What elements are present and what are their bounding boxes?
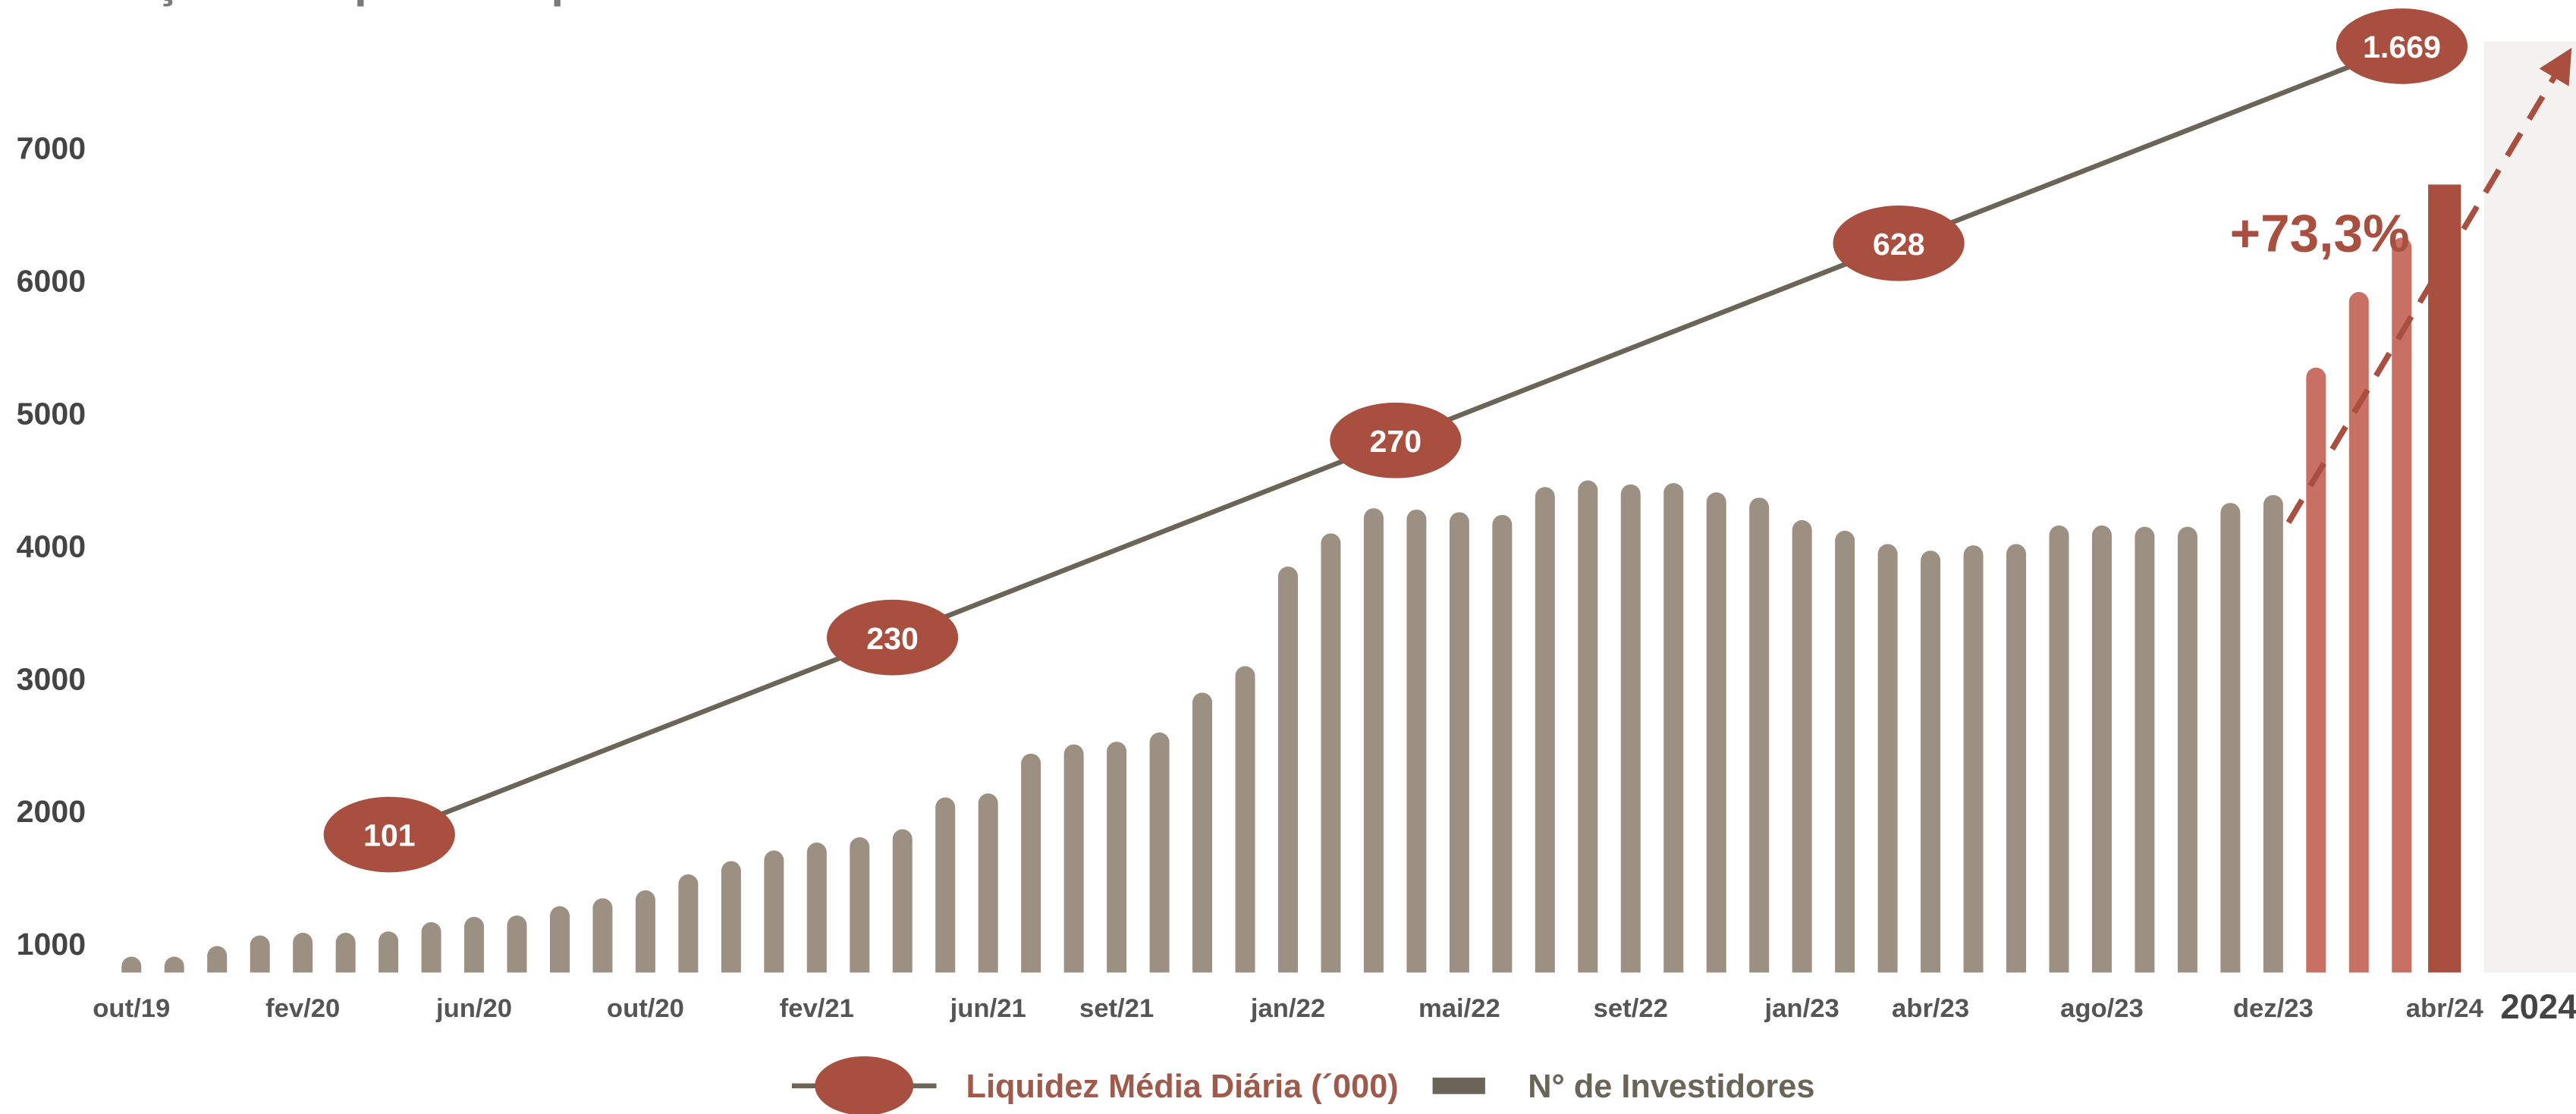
bar xyxy=(1921,551,1941,983)
bar xyxy=(678,874,699,983)
x-tick-label: out/19 xyxy=(93,994,170,1023)
legend: Liquidez Média Diária (´000) N° de Inves… xyxy=(791,1056,1814,1114)
legend-marker xyxy=(815,1056,914,1114)
bar xyxy=(1663,482,1684,983)
bar xyxy=(1963,545,1984,983)
y-tick-label: 1000 xyxy=(17,927,86,962)
liquidity-label: 230 xyxy=(866,621,919,656)
bar xyxy=(464,916,485,983)
bar xyxy=(764,850,784,983)
x-tick-label: jun/20 xyxy=(435,994,512,1023)
liquidity-marker xyxy=(826,599,959,676)
bar xyxy=(1578,480,1598,983)
growth-annotation: +73,3% xyxy=(2230,204,2410,263)
bar xyxy=(1363,508,1384,983)
bar xyxy=(635,890,655,983)
liquidity-marker xyxy=(323,796,455,873)
bar xyxy=(2428,184,2461,973)
bar xyxy=(2220,503,2241,983)
bar xyxy=(850,837,870,983)
bar xyxy=(1406,509,1427,983)
x-tick-label: out/20 xyxy=(607,994,684,1023)
bar xyxy=(1877,544,1898,983)
x-tick-label: abr/24 xyxy=(2406,994,2484,1023)
bar xyxy=(1021,753,1041,983)
future-panel xyxy=(2483,41,2576,973)
liquidity-marker xyxy=(1833,206,1965,281)
bar xyxy=(293,932,313,983)
bar xyxy=(2348,292,2369,983)
bar xyxy=(1620,484,1641,983)
y-tick-label: 2000 xyxy=(17,794,86,829)
legend-label: Liquidez Média Diária (´000) xyxy=(966,1068,1399,1105)
bar xyxy=(2306,367,2326,983)
x-tick-label: abr/23 xyxy=(1892,994,1969,1023)
bar xyxy=(806,843,827,983)
legend-swatch xyxy=(1432,1078,1485,1094)
x-tick-label: jun/21 xyxy=(950,994,1026,1023)
bar xyxy=(2392,237,2412,983)
bar xyxy=(1107,742,1127,983)
bar xyxy=(1492,514,1513,983)
liquidity-label: 101 xyxy=(363,818,416,853)
x-tick-label: jan/23 xyxy=(1764,994,1839,1023)
bar xyxy=(721,861,741,983)
x-tick-label: fev/21 xyxy=(780,994,854,1023)
y-tick-label: 3000 xyxy=(17,661,86,696)
bar xyxy=(1792,519,1812,983)
x-tick-label: dez/23 xyxy=(2233,994,2314,1023)
y-tick-label: 4000 xyxy=(17,529,86,563)
bar xyxy=(1706,492,1726,983)
bar xyxy=(1149,732,1170,983)
bar xyxy=(2006,544,2027,983)
bars xyxy=(121,184,2461,983)
liquidity-label: 1.669 xyxy=(2363,30,2441,64)
legend-label: N° de Investidores xyxy=(1528,1068,1814,1105)
bar xyxy=(507,915,527,983)
x-tick-label: set/21 xyxy=(1079,994,1154,1023)
x-tick-label: set/22 xyxy=(1594,994,1668,1023)
liquidity-line: 101 230 270 628 1.669 xyxy=(323,8,2468,873)
trend-arrow xyxy=(2285,48,2572,524)
bar xyxy=(2177,526,2197,983)
x-tick-label: jan/22 xyxy=(1250,994,1325,1023)
bar xyxy=(250,935,270,983)
x-tick-label: mai/22 xyxy=(1418,994,1500,1023)
bar xyxy=(421,921,441,983)
bar xyxy=(2263,494,2283,983)
chart-title: Evolução da liquidez e quantidade de cot… xyxy=(30,0,1103,7)
next-period-label: 2024 xyxy=(2500,987,2576,1026)
bar xyxy=(1235,666,1255,983)
bar xyxy=(592,898,613,983)
liquidity-label: 628 xyxy=(1873,227,1925,262)
bar xyxy=(549,905,570,983)
liquidity-marker xyxy=(2336,8,2468,84)
y-tick-label: 5000 xyxy=(17,396,86,431)
bar xyxy=(2049,525,2069,983)
bar xyxy=(1835,530,1855,983)
liquidity-label: 270 xyxy=(1370,424,1422,459)
bar xyxy=(1449,512,1469,983)
liquidity-marker xyxy=(1330,402,1462,479)
baseline-mask xyxy=(0,972,2484,986)
bar xyxy=(892,829,913,983)
y-tick-label: 6000 xyxy=(17,263,86,298)
bar xyxy=(1063,744,1084,983)
bar xyxy=(335,932,356,983)
bar xyxy=(1321,533,1341,983)
bar xyxy=(1535,487,1555,983)
bar xyxy=(1192,692,1213,983)
x-tick-label: ago/23 xyxy=(2060,994,2144,1023)
bar xyxy=(1278,566,1298,983)
bar xyxy=(2091,525,2112,983)
bar xyxy=(2135,526,2155,983)
y-tick-label: 7000 xyxy=(17,131,86,166)
x-tick-label: fev/20 xyxy=(265,994,340,1023)
bar xyxy=(978,793,998,983)
bar xyxy=(1749,497,1770,983)
bar xyxy=(379,931,399,983)
bar xyxy=(935,797,956,983)
